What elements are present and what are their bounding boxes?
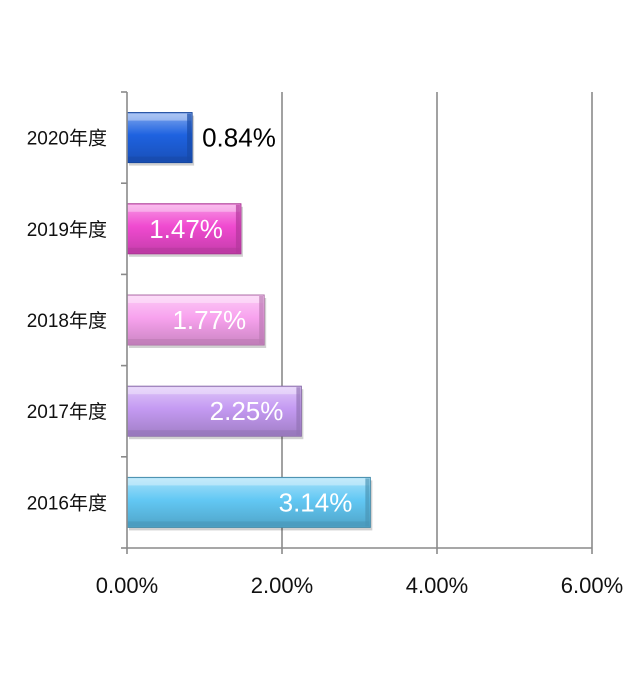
bar-highlight-2 xyxy=(128,296,264,303)
data-label-3: 2.25% xyxy=(210,396,284,426)
axes xyxy=(121,91,593,554)
bar-bottom-edge-3 xyxy=(128,430,301,436)
labels: 2020年度 0.84% 2019年度 1.47% 2018年度 1.77% 2017年度 2… xyxy=(27,123,623,598)
gridlines xyxy=(281,92,593,548)
category-label-3: 2017年度 xyxy=(27,401,107,423)
bar-bottom-edge-0 xyxy=(128,156,192,162)
bar-edge-4 xyxy=(365,478,370,527)
data-label-2: 1.77% xyxy=(172,305,246,335)
bar-2 xyxy=(126,294,265,346)
bar-bottom-edge-1 xyxy=(128,247,240,253)
category-label-0: 2020年度 xyxy=(27,128,107,150)
bar-3 xyxy=(126,385,302,437)
x-tick-label-2: 4.00% xyxy=(406,573,468,598)
bars xyxy=(126,112,373,531)
bar-4 xyxy=(126,476,371,528)
bar-highlight-0 xyxy=(128,113,192,121)
bar-highlight-4 xyxy=(128,478,370,486)
x-tick-label-0: 0.00% xyxy=(96,573,158,598)
bar-1 xyxy=(126,203,242,255)
bar-0 xyxy=(126,112,193,164)
category-label-1: 2019年度 xyxy=(27,219,107,241)
bar-edge-3 xyxy=(296,387,301,436)
data-label-1: 1.47% xyxy=(149,214,223,244)
data-label-4: 3.14% xyxy=(279,487,353,517)
x-tick-label-1: 2.00% xyxy=(251,573,313,598)
data-label-0: 0.84% xyxy=(202,123,276,153)
category-label-2: 2018年度 xyxy=(27,310,107,332)
bar-edge-1 xyxy=(235,204,240,253)
category-label-4: 2016年度 xyxy=(27,492,107,514)
bar-edge-0 xyxy=(187,113,192,162)
x-tick-label-3: 6.00% xyxy=(561,573,623,598)
bar-bottom-edge-2 xyxy=(128,339,264,344)
bar-highlight-1 xyxy=(128,204,240,212)
bar-bottom-edge-4 xyxy=(128,521,370,527)
bar-edge-2 xyxy=(259,296,264,344)
bar-highlight-3 xyxy=(128,387,301,395)
